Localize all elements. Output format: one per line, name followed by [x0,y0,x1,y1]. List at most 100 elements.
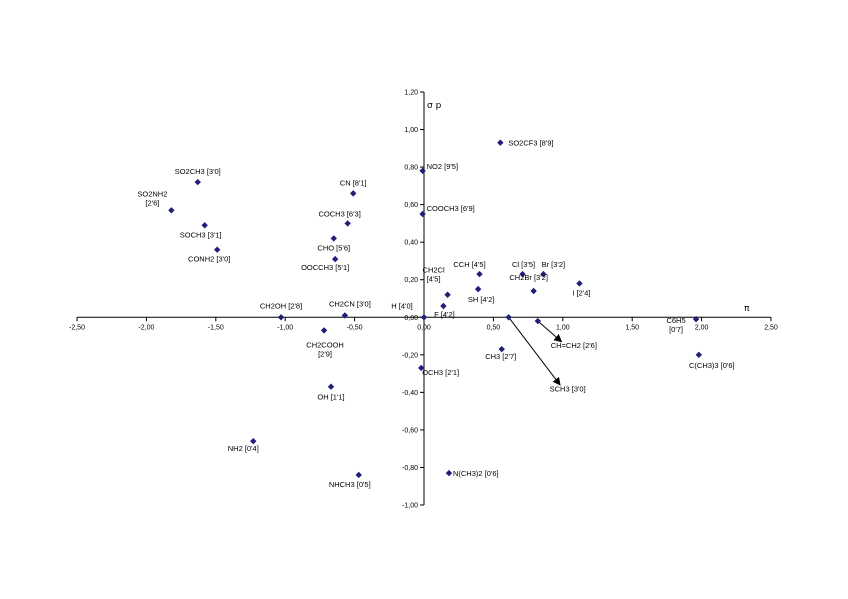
data-point: OH [1'1] [317,383,345,402]
point-label: C(CH3)3 [0'6] [689,361,735,370]
point-marker [418,364,425,372]
point-label: CCH [4'5] [453,260,485,269]
point-label: SOCH3 [3'1] [180,230,222,239]
x-tick-label: -1,50 [208,324,224,331]
data-point: Cl [3'5] [512,260,535,278]
point-label: CH2CN [3'0] [329,299,371,308]
data-point: COCH3 [6'3] [319,209,361,227]
x-tick-label: -2,50 [69,324,85,331]
point-marker [194,178,201,186]
data-point: Br [3'2] [540,260,566,278]
y-tick-label: 1,00 [404,127,418,134]
point-marker [440,302,447,310]
point-marker [331,255,339,263]
data-point: NHCH3 [0'5] [329,471,371,489]
data-point: C(CH3)3 [0'6] [689,351,735,370]
x-tick-label: -2,00 [138,324,154,331]
point-label: NO2 [9'5] [427,162,458,171]
point-label: N(CH3)2 [0'6] [453,469,499,478]
point-label: SCH3 [3'0] [550,384,586,393]
data-point: NO2 [9'5] [419,162,458,175]
data-point: CH2CN [3'0] [329,299,371,319]
data-point: SH [4'2] [468,285,494,304]
y-tick-label: -0,40 [402,390,418,397]
point-label: CH=CH2 [2'6] [551,341,597,350]
data-point: F [4'2] [434,302,455,319]
point-label: CH2COOH [2'9] [306,340,344,358]
data-point: SOCH3 [3'1] [180,222,222,239]
point-label: NH2 [0'4] [228,444,259,453]
x-tick-label: -1,00 [277,324,293,331]
point-label: CH3 [2'7] [485,352,516,361]
point-label: F [4'2] [434,310,455,319]
x-tick-label: 2,50 [764,324,778,331]
point-marker [201,222,208,229]
point-marker [695,351,703,359]
point-label: Br [3'2] [542,260,566,269]
point-label: NHCH3 [0'5] [329,480,371,489]
y-tick-label: -0,80 [402,465,418,472]
data-point: H [4'0] [391,301,428,321]
point-marker [476,270,483,278]
y-tick-label: 0,60 [404,202,418,209]
data-point: SCH3 [3'0] [505,314,586,393]
y-tick-label: -0,60 [402,427,418,434]
data-point: SO2CF3 [8'9] [497,139,554,148]
point-label: CONH2 [3'0] [188,255,230,264]
point-marker [355,471,362,479]
y-tick-label: 0,80 [404,165,418,172]
point-marker [497,139,504,146]
point-marker [344,220,351,227]
data-point: CH3 [2'7] [485,345,516,361]
point-label: SH [4'2] [468,295,494,304]
data-points: SO2CF3 [8'9] NO2 [9'5] SO2CH3 [3'0] CN [8'1… [137,139,734,489]
data-point: NH2 [0'4] [228,437,259,453]
point-marker [419,167,426,175]
point-label: Cl [3'5] [512,260,535,269]
x-axis-label: π [744,304,750,314]
point-label: H [4'0] [391,301,412,310]
point-label: OH [1'1] [317,393,344,402]
point-label: CH2OH [2'8] [260,301,302,310]
y-tick-label: -0,20 [402,352,418,359]
axes: -2,50 -2,00 -1,50 -1,00 -0,50 0,00 0,50 1,00 1,5… [69,90,778,510]
point-label: OOCCH3 [5'1] [301,263,349,272]
annotation-arrow [508,316,561,386]
point-marker [277,314,285,321]
y-tick-label: -1,00 [402,503,418,510]
point-label: CN [8'1] [340,178,367,187]
point-marker [330,235,337,242]
data-point: I [2'4] [572,280,591,297]
y-axis-label: σ p [427,101,442,111]
y-tick-label: 0,00 [404,315,418,322]
y-tick-label: 0,40 [404,240,418,247]
x-tick-label: 0,00 [417,324,431,331]
x-tick-label: 2,00 [695,324,709,331]
data-point: OCH3 [2'1] [418,364,459,377]
point-marker [350,190,357,197]
annotation-arrow [537,320,563,343]
data-point: C6H5 [0'7] [666,315,700,334]
point-label: COOCH3 [6'9] [427,204,475,213]
point-marker [444,291,451,298]
data-point: SO2NH2 [2'6] [137,189,175,214]
y-tick-label: 1,20 [404,90,418,97]
data-point: CH2Cl [4'5] [423,266,451,298]
point-label: CH2Cl [4'5] [423,266,445,284]
point-marker [505,314,512,321]
point-marker [341,312,349,319]
point-label: CHO [5'6] [317,243,350,252]
data-point: CH2Br [3'2] [509,273,548,295]
point-marker [419,210,426,218]
point-marker [498,345,505,353]
point-marker [474,285,482,293]
data-point: N(CH3)2 [0'6] [445,469,499,478]
point-label: C6H5 [0'7] [666,316,685,334]
x-tick-label: 1,00 [556,324,570,331]
point-label: SO2NH2 [2'6] [137,189,167,207]
point-marker [534,317,542,325]
point-label: OCH3 [2'1] [422,368,459,377]
data-point: COOCH3 [6'9] [419,204,475,218]
point-marker [540,270,547,278]
